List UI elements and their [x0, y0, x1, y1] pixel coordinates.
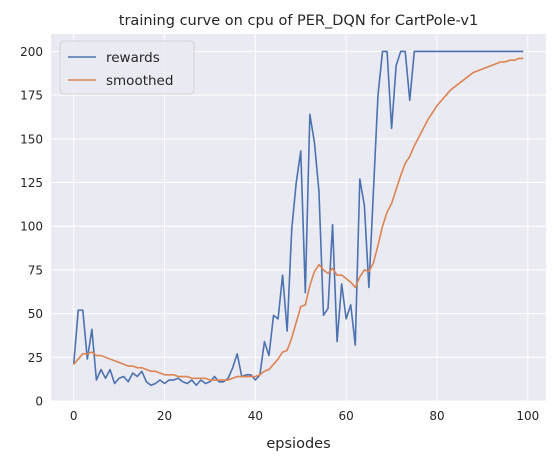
x-tick-label: 60 — [339, 409, 354, 423]
series-line-smoothed — [73, 57, 524, 381]
x-tick-label: 80 — [429, 409, 444, 423]
x-tick-label: 20 — [157, 409, 172, 423]
legend-label-rewards: rewards — [106, 50, 160, 66]
y-tick-label: 100 — [20, 220, 43, 234]
y-tick-label: 0 — [35, 395, 43, 409]
y-tick-label: 125 — [20, 176, 43, 190]
chart-title: training curve on cpu of PER_DQN for Car… — [119, 13, 478, 29]
y-tick-label: 175 — [20, 89, 43, 103]
x-tick-labels: 0 20 40 60 80 100 — [70, 409, 539, 423]
series-line-rewards — [72, 50, 524, 387]
y-tick-label: 75 — [28, 263, 43, 277]
x-tick-label: 100 — [516, 409, 539, 423]
legend: rewards smoothed — [59, 40, 195, 95]
y-tick-labels: 0 25 50 75 100 125 150 175 200 — [20, 45, 43, 409]
y-tick-label: 150 — [20, 132, 43, 146]
x-tick-label: 40 — [248, 409, 263, 423]
x-axis-label: epsiodes — [266, 436, 330, 452]
x-tick-label: 0 — [70, 409, 78, 423]
series-lines — [72, 50, 524, 387]
y-tick-label: 25 — [28, 351, 43, 365]
y-tick-label: 200 — [20, 45, 43, 59]
legend-label-smoothed: smoothed — [106, 73, 173, 89]
y-tick-label: 50 — [28, 307, 43, 321]
